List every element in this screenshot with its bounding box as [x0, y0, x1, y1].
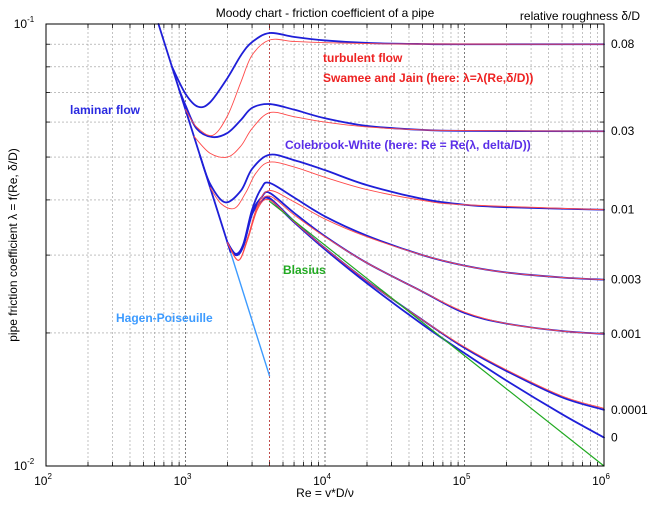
- x-tick-label: 103: [174, 472, 192, 488]
- colebrook-curve-0: [226, 196, 605, 439]
- annotation-colebrook-white: Colebrook-White (here: Re = Re(λ, delta/…: [285, 138, 531, 152]
- annotation-turbulent-flow: turbulent flow: [323, 51, 403, 65]
- roughness-label: 0.001: [611, 327, 641, 341]
- hagen-curve: [229, 251, 271, 377]
- annotation-hagen-poiseuille: Hagen-Poiseuille: [116, 311, 213, 325]
- plot-frame: [45, 23, 605, 467]
- annotation-swamee-jain: Swamee and Jain (here: λ=λ(Re,δ/D)): [323, 71, 533, 85]
- roughness-label: 0.03: [611, 124, 635, 138]
- y-axis-label: pipe friction coefficient λ = f(Re, δ/D): [6, 148, 20, 342]
- roughness-label: 0.01: [611, 203, 635, 217]
- swamee-curve-0p01: [209, 161, 605, 211]
- grid: [46, 24, 604, 466]
- x-tick-label: 104: [313, 472, 331, 488]
- swamee-curve-0p03: [193, 111, 605, 158]
- chart-title: Moody chart - friction coefficient of a …: [216, 6, 435, 20]
- annotation-laminar-flow: laminar flow: [70, 103, 141, 117]
- legend-title: relative roughness δ/D: [520, 9, 640, 23]
- blasius-curve: [268, 200, 605, 467]
- swamee-curve-0p08: [185, 38, 605, 137]
- roughness-label: 0.0001: [611, 403, 648, 417]
- y-tick-label: 10-2: [14, 457, 35, 473]
- x-axis-label: Re = v*D/ν: [296, 486, 354, 500]
- roughness-label: 0.003: [611, 273, 641, 287]
- roughness-label: 0: [611, 431, 618, 445]
- swamee-curve-0p0001: [227, 198, 605, 409]
- x-tick-label: 102: [34, 472, 52, 488]
- laminar-curve: [157, 23, 232, 253]
- tick-labels: 102 103 104 105 106 10-1 10-2: [14, 15, 611, 488]
- y-tick-label: 10-1: [14, 15, 35, 31]
- x-tick-label: 106: [592, 472, 610, 488]
- curves: [157, 23, 605, 467]
- roughness-labels: 0.08 0.03 0.01 0.003 0.001 0.0001 0: [611, 37, 648, 444]
- annotation-blasius: Blasius: [283, 263, 326, 277]
- x-tick-label: 105: [453, 472, 471, 488]
- roughness-label: 0.08: [611, 37, 635, 51]
